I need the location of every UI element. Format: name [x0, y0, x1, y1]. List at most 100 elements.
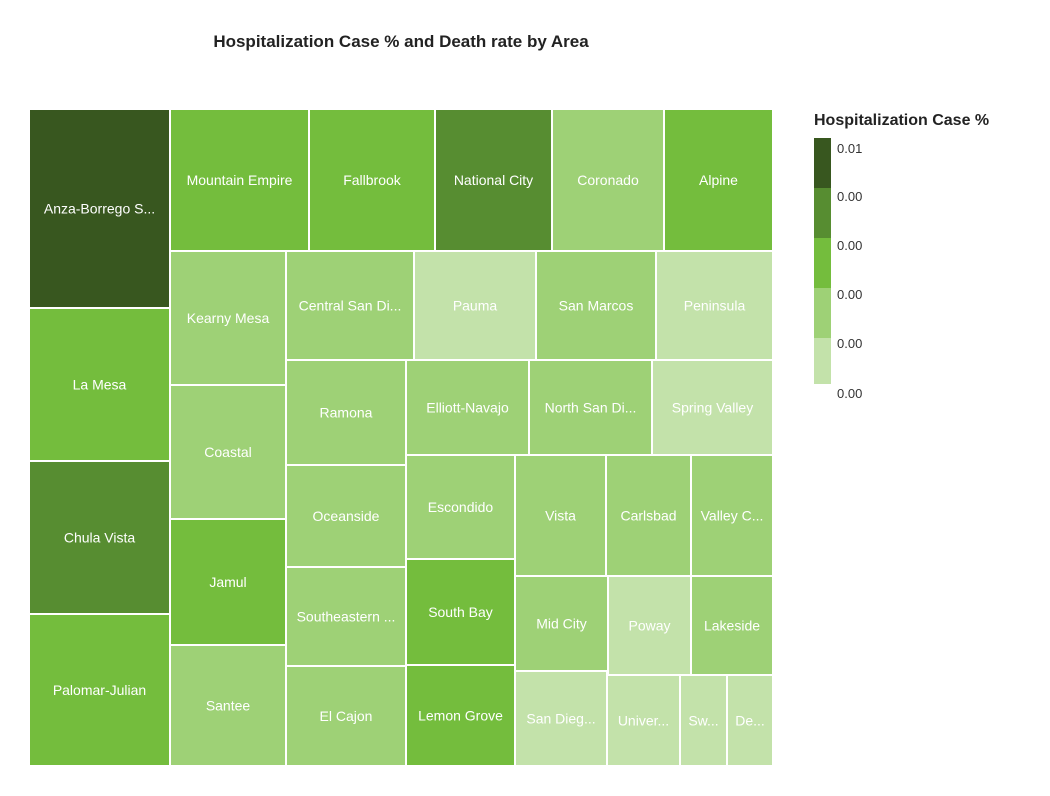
treemap-tile-rect: [171, 252, 285, 384]
treemap-tile[interactable]: Palomar-Julian: [30, 615, 169, 765]
treemap-tile[interactable]: Ramona: [287, 361, 405, 464]
treemap-tile-label: La Mesa: [73, 377, 127, 393]
legend-swatch-2: [814, 238, 831, 288]
treemap-tile[interactable]: Anza-Borrego S...: [30, 110, 169, 307]
treemap-tile[interactable]: Santee: [171, 646, 285, 765]
treemap-tile-label: Elliott-Navajo: [426, 400, 509, 416]
treemap-tile-rect: [692, 577, 772, 674]
treemap-tile-rect: [287, 466, 405, 566]
legend-label-1: 0.00: [837, 189, 863, 204]
treemap-tile[interactable]: Sw...: [681, 676, 726, 765]
treemap-tile-label: Sw...: [688, 713, 718, 729]
treemap-tile-label: Alpine: [699, 172, 738, 188]
treemap-tile-label: Ramona: [320, 405, 373, 421]
treemap-tile-rect: [287, 361, 405, 464]
treemap-tile-rect: [530, 361, 651, 454]
legend-label-bottom: 0.00: [837, 386, 863, 401]
treemap-tile-rect: [310, 110, 434, 250]
treemap-tile-label: Lemon Grove: [418, 708, 503, 724]
treemap-tile[interactable]: Pauma: [415, 252, 535, 359]
treemap-tile-label: Santee: [206, 698, 251, 714]
treemap-tile[interactable]: San Dieg...: [516, 672, 606, 765]
treemap-tile-rect: [407, 666, 514, 765]
treemap-tile-rect: [653, 361, 772, 454]
treemap-tile-label: San Dieg...: [526, 711, 595, 727]
treemap-tile[interactable]: Mountain Empire: [171, 110, 308, 250]
legend-label-4: 0.00: [837, 336, 863, 351]
treemap-tile-label: North San Di...: [545, 400, 637, 416]
treemap-tile[interactable]: Escondido: [407, 456, 514, 558]
treemap-tile-label: Carlsbad: [620, 508, 676, 524]
treemap-tile-label: South Bay: [428, 604, 493, 620]
treemap-tile-rect: [609, 577, 690, 674]
treemap-tile[interactable]: Lemon Grove: [407, 666, 514, 765]
treemap-tile-label: Mountain Empire: [187, 172, 293, 188]
treemap-tile-rect: [171, 110, 308, 250]
treemap-tile-rect: [516, 672, 606, 765]
treemap-tile-rect: [436, 110, 551, 250]
treemap-tile-label: Vista: [545, 508, 576, 524]
treemap-tile[interactable]: Carlsbad: [607, 456, 690, 575]
treemap-tile[interactable]: National City: [436, 110, 551, 250]
treemap-tile-label: Oceanside: [313, 508, 380, 524]
chart-title: Hospitalization Case % and Death rate by…: [213, 32, 589, 51]
treemap-tile-rect: [287, 667, 405, 765]
treemap-tile-label: Jamul: [209, 574, 246, 590]
treemap-tile[interactable]: Coronado: [553, 110, 663, 250]
treemap-tile-label: Escondido: [428, 499, 494, 515]
treemap-tile[interactable]: Alpine: [665, 110, 772, 250]
treemap-tile-rect: [516, 577, 607, 670]
treemap-tile[interactable]: Oceanside: [287, 466, 405, 566]
treemap-tile-rect: [516, 456, 605, 575]
treemap-tile-rect: [407, 456, 514, 558]
treemap-tile-label: Lakeside: [704, 618, 760, 634]
legend-label-0: 0.01: [837, 141, 863, 156]
treemap-tile[interactable]: Southeastern ...: [287, 568, 405, 665]
treemap-tile[interactable]: Poway: [609, 577, 690, 674]
treemap-tile-rect: [657, 252, 772, 359]
treemap-tile-label: Coastal: [204, 444, 251, 460]
treemap-tile-rect: [287, 252, 413, 359]
treemap-tile-rect: [681, 676, 726, 765]
treemap-tile[interactable]: Central San Di...: [287, 252, 413, 359]
treemap-tile-rect: [407, 361, 528, 454]
treemap-tile[interactable]: San Marcos: [537, 252, 655, 359]
treemap-tile-label: Palomar-Julian: [53, 682, 146, 698]
treemap-tile[interactable]: La Mesa: [30, 309, 169, 460]
treemap-tile[interactable]: Coastal: [171, 386, 285, 518]
treemap-tile-label: Poway: [628, 618, 670, 634]
treemap-tile[interactable]: Kearny Mesa: [171, 252, 285, 384]
treemap-tile-label: Southeastern ...: [297, 609, 396, 625]
treemap-tile[interactable]: Valley C...: [692, 456, 772, 575]
treemap-tile-label: Kearny Mesa: [187, 310, 270, 326]
treemap-tile-rect: [30, 462, 169, 613]
treemap-tile[interactable]: Spring Valley: [653, 361, 772, 454]
treemap-tile-rect: [692, 456, 772, 575]
treemap-tile[interactable]: South Bay: [407, 560, 514, 664]
legend-title: Hospitalization Case %: [814, 112, 990, 129]
treemap-tile[interactable]: Mid City: [516, 577, 607, 670]
treemap-tile[interactable]: Peninsula: [657, 252, 772, 359]
legend-label-3: 0.00: [837, 287, 863, 302]
treemap-tile-rect: [537, 252, 655, 359]
treemap-tile[interactable]: North San Di...: [530, 361, 651, 454]
treemap-tile-label: Anza-Borrego S...: [44, 201, 155, 217]
treemap-tile[interactable]: Vista: [516, 456, 605, 575]
legend-label-2: 0.00: [837, 238, 863, 253]
treemap-tile[interactable]: Chula Vista: [30, 462, 169, 613]
treemap-tile[interactable]: Fallbrook: [310, 110, 434, 250]
treemap-tile-label: Valley C...: [701, 508, 764, 524]
legend-swatch-1: [814, 188, 831, 238]
treemap-tile[interactable]: De...: [728, 676, 772, 765]
treemap-tile-label: De...: [735, 713, 765, 729]
treemap-tile-rect: [665, 110, 772, 250]
treemap-tile[interactable]: Univer...: [608, 676, 679, 765]
treemap-tile-rect: [171, 520, 285, 644]
treemap-tile-label: El Cajon: [320, 708, 373, 724]
treemap-tile[interactable]: El Cajon: [287, 667, 405, 765]
treemap-tile[interactable]: Jamul: [171, 520, 285, 644]
legend-swatch-3: [814, 288, 831, 338]
treemap-tile[interactable]: Elliott-Navajo: [407, 361, 528, 454]
treemap-tile-rect: [728, 676, 772, 765]
treemap-tile[interactable]: Lakeside: [692, 577, 772, 674]
